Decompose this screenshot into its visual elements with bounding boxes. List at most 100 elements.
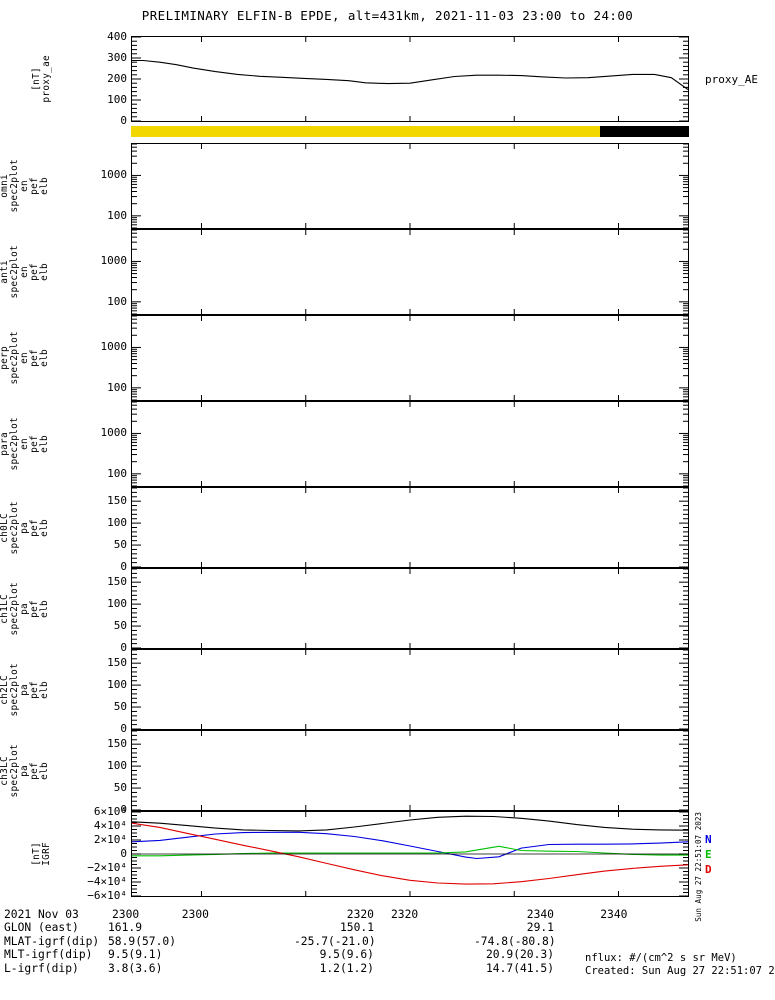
row-value-1: -25.7(-21.0) xyxy=(294,934,376,948)
created-timestamp: Created: Sun Aug 27 22:51:07 2023 xyxy=(585,964,775,977)
panel-label-word: elb xyxy=(39,761,50,780)
series-igrf-n xyxy=(132,831,688,860)
ytick-anti-1: 100 xyxy=(107,294,127,308)
row-value-0: 3.8(3.6) xyxy=(108,961,163,975)
panel-label-word: elb xyxy=(39,177,50,195)
table-row: MLAT-igrf(dip) 58.9(57.0) -25.7(-21.0) -74.… xyxy=(4,935,774,948)
ytick-ch2lc-0: 150 xyxy=(107,656,127,670)
series-igrf-d xyxy=(132,822,688,885)
panel-anti xyxy=(131,229,689,315)
ytick-omni-0: 1000 xyxy=(100,168,128,182)
table-row: GLON (east) 161.9 150.1 29.1 xyxy=(4,921,774,934)
panel-igrf xyxy=(131,811,689,897)
row-label: MLT-igrf(dip) xyxy=(4,948,93,962)
ytick-ch2lc-2: 50 xyxy=(113,700,127,714)
ytick-igrf-5: −4×10⁴ xyxy=(87,875,127,888)
xtick-1: 2320 xyxy=(391,908,419,921)
row-value-2: 29.1 xyxy=(526,921,554,935)
row-value-0: 58.9(57.0) xyxy=(108,934,177,948)
ytick-ch0lc-1: 100 xyxy=(107,516,127,530)
ytick-ch3lc-2: 50 xyxy=(113,781,127,795)
panel-label-word: elb xyxy=(39,349,50,367)
ytick-anti-0: 1000 xyxy=(100,254,128,268)
ytick-ch3lc-1: 100 xyxy=(107,759,127,773)
status-bar xyxy=(131,126,689,137)
row-value-0: 161.9 xyxy=(108,921,143,935)
panel-omni xyxy=(131,143,689,229)
legend-E: E xyxy=(705,848,712,861)
legend-N: N xyxy=(705,833,712,846)
series-proxy-ae xyxy=(132,59,688,90)
row-value-2: 14.7(41.5) xyxy=(485,961,554,975)
legend-D: D xyxy=(705,863,712,876)
ytick-igrf-1: 4×10⁴ xyxy=(93,819,127,832)
panel-ch2lc xyxy=(131,649,689,730)
ytick-ch2lc-1: 100 xyxy=(107,678,127,692)
panel-label-word: elb xyxy=(39,263,50,281)
row-value-1: 1.2(1.2) xyxy=(319,961,374,975)
ytick-igrf-6: −6×10⁴ xyxy=(87,889,127,902)
ytick-proxy-ae-4: 0 xyxy=(120,114,127,127)
credit-block: nflux: #/(cm^2 s sr MeV) Created: Sun Au… xyxy=(585,952,775,977)
row-label: L-igrf(dip) xyxy=(4,961,79,975)
row-value-2: 2340 xyxy=(526,908,554,921)
row-label: MLAT-igrf(dip) xyxy=(4,934,100,948)
table-row: MLT-igrf(dip) 9.5(9.1) 9.5(9.6) 20.9(20.3) xyxy=(4,948,774,961)
ytick-proxy-ae-3: 100 xyxy=(107,93,127,106)
xtick-2: 2340 xyxy=(600,908,628,921)
row-value-2: -74.8(-80.8) xyxy=(474,934,556,948)
panel-label-word: elb xyxy=(39,599,50,618)
ytick-perp-1: 100 xyxy=(107,380,127,394)
panel-ch1lc xyxy=(131,568,689,649)
panel-label-word: elb xyxy=(39,680,50,699)
row-value-2: 20.9(20.3) xyxy=(485,948,554,962)
panel-label-word: elb xyxy=(39,435,50,453)
panel-ch0lc xyxy=(131,487,689,568)
ytick-omni-1: 100 xyxy=(107,208,127,222)
panel-label-igrf: [nT] IGRF xyxy=(31,815,52,893)
row-value-1: 9.5(9.6) xyxy=(319,948,374,962)
panel-label-word: elb xyxy=(39,518,50,537)
ytick-perp-0: 1000 xyxy=(100,340,128,354)
ytick-proxy-ae-0: 400 xyxy=(107,30,127,43)
panel-perp xyxy=(131,315,689,401)
panel-para xyxy=(131,401,689,487)
ytick-ch0lc-2: 50 xyxy=(113,538,127,552)
ytick-ch1lc-2: 50 xyxy=(113,619,127,633)
ytick-ch0lc-3: 0 xyxy=(120,560,127,573)
ytick-igrf-3: 0 xyxy=(120,847,127,860)
xtick-0: 2300 xyxy=(181,908,209,921)
row-value-1: 2320 xyxy=(346,908,374,921)
table-row: 2021 Nov 03 2300 2320 2340 xyxy=(4,908,774,921)
table-row: L-igrf(dip) 3.8(3.6) 1.2(1.2) 14.7(41.5) xyxy=(4,962,774,975)
ytick-proxy-ae-1: 300 xyxy=(107,51,127,64)
page-title: PRELIMINARY ELFIN-B EPDE, alt=431km, 202… xyxy=(141,8,634,23)
panel-label-proxy-ae: [nT] proxy_ae xyxy=(31,40,52,118)
ytick-igrf-0: 6×10⁴ xyxy=(93,805,127,818)
ytick-para-0: 1000 xyxy=(100,426,128,440)
ytick-igrf-2: 2×10⁴ xyxy=(93,833,127,846)
ephemeris-table: 2021 Nov 03 2300 2320 2340 GLON (east) 161.9 1… xyxy=(4,908,774,975)
panel-label-word: IGRF xyxy=(41,842,52,866)
ytick-ch1lc-3: 0 xyxy=(120,641,127,654)
panel-proxy-ae xyxy=(131,36,689,122)
row-value-0: 2300 xyxy=(112,908,140,921)
ytick-igrf-4: −2×10⁴ xyxy=(87,861,127,874)
vertical-timestamp: Sun Aug 27 22:51:07 2023 xyxy=(694,812,703,922)
row-label: 2021 Nov 03 xyxy=(4,908,79,921)
ytick-ch3lc-0: 150 xyxy=(107,737,127,751)
ytick-ch0lc-0: 150 xyxy=(107,494,127,508)
ytick-ch1lc-0: 150 xyxy=(107,575,127,589)
nflux-units: nflux: #/(cm^2 s sr MeV) xyxy=(585,952,737,964)
row-label: GLON (east) xyxy=(4,921,79,935)
row-value-1: 150.1 xyxy=(339,921,374,935)
right-label-proxy-ae: proxy_AE xyxy=(705,73,758,86)
